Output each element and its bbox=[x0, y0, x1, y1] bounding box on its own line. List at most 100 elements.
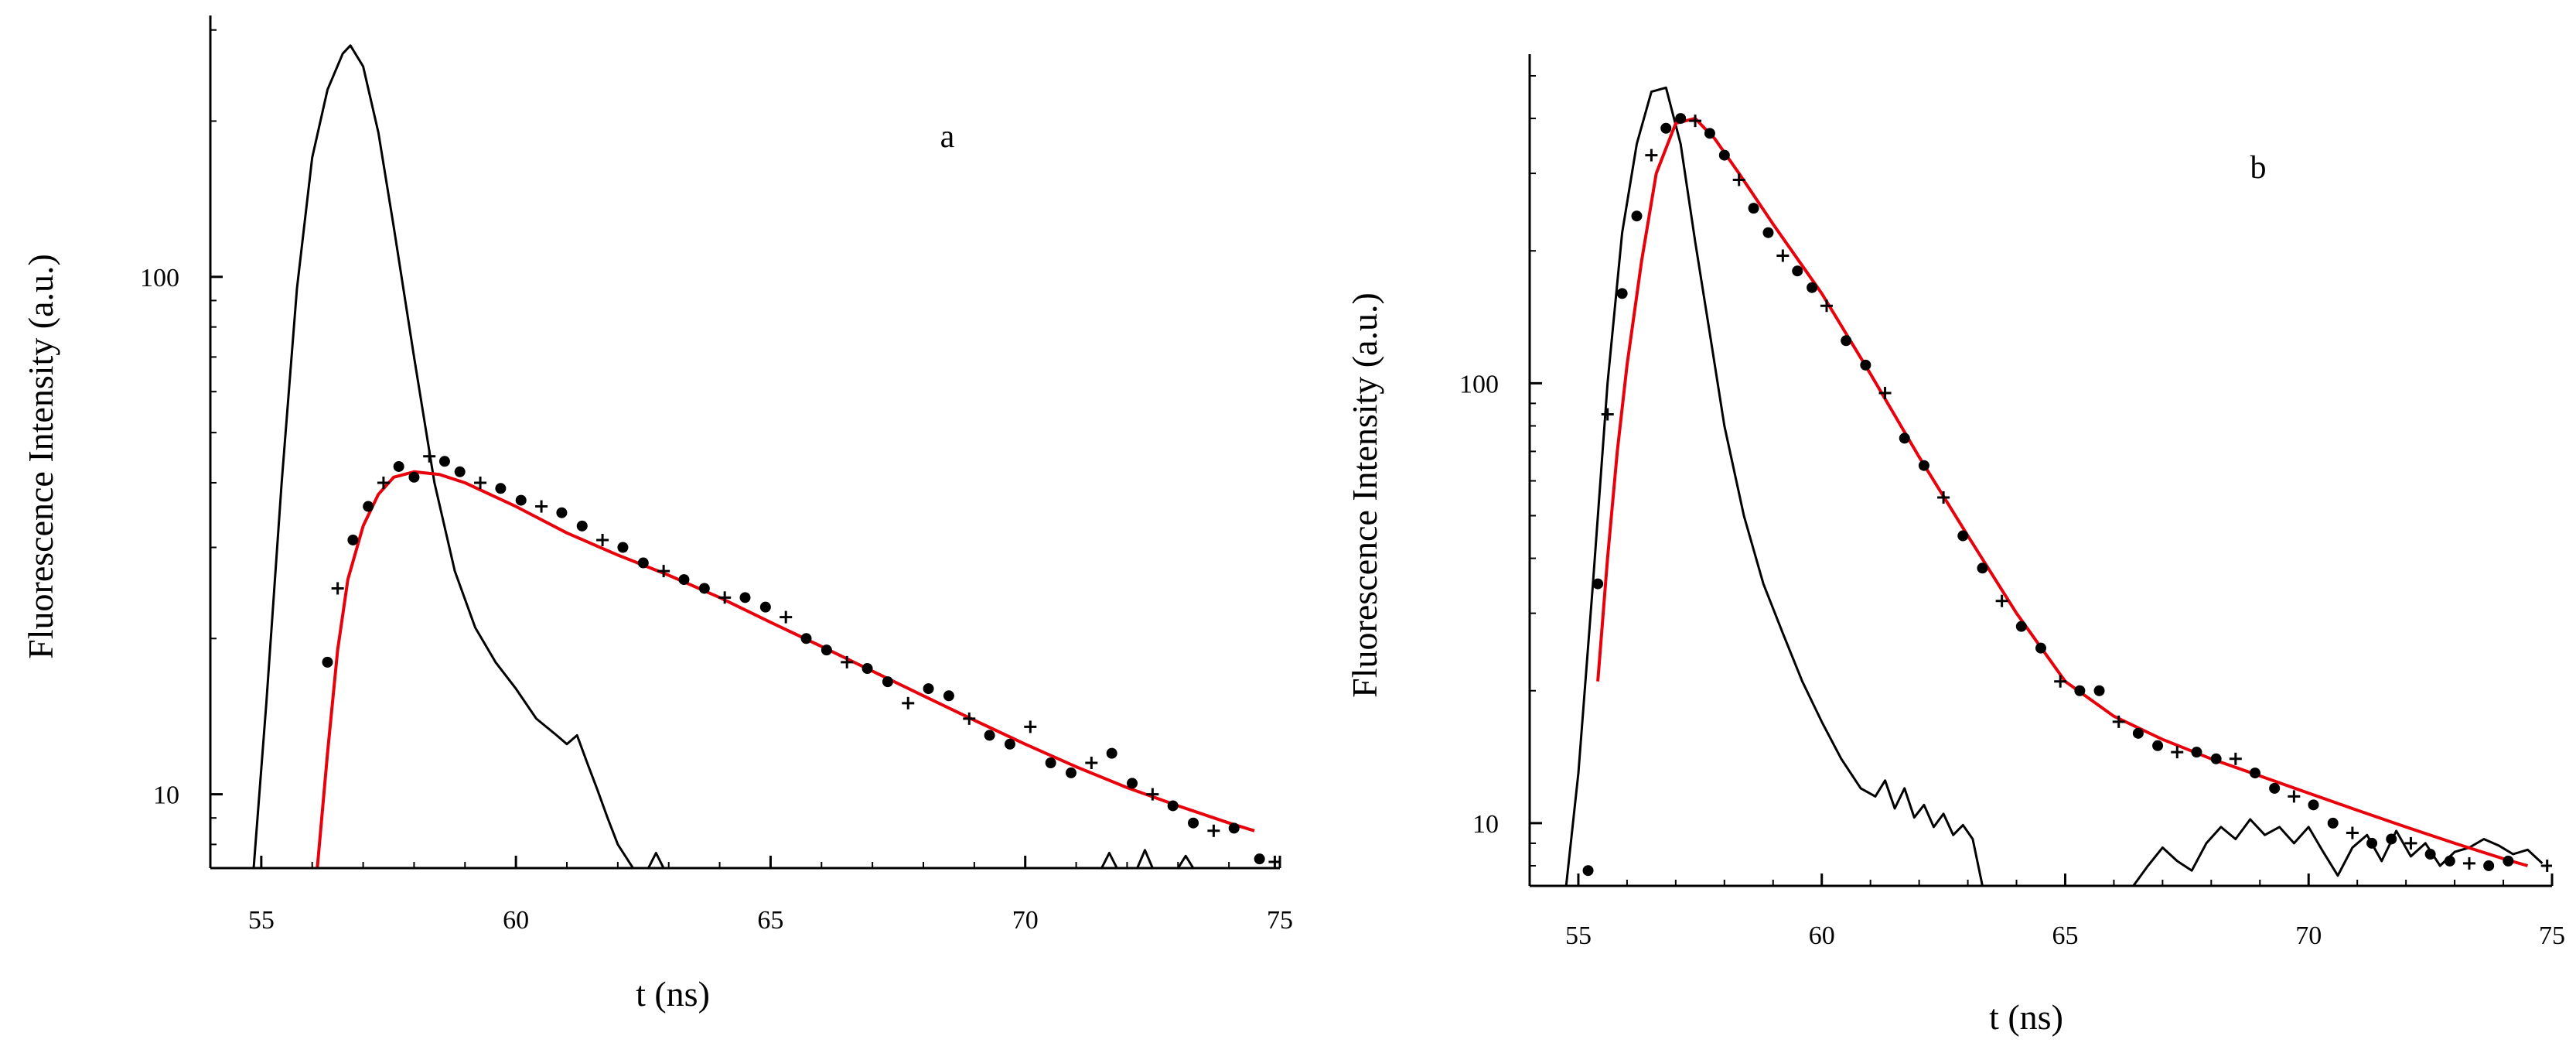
panel-a-y-ticks: 10 100 bbox=[140, 29, 223, 846]
panel-a-x-tick-label: 75 bbox=[1267, 906, 1293, 935]
panel-b-chart: 55 60 65 70 75 10 100 t (ns) Fluorescence Int… bbox=[1345, 54, 2565, 1037]
panel-a-data-point bbox=[347, 534, 359, 545]
panel-a-data-point bbox=[1146, 788, 1159, 801]
panel-a-data-point bbox=[377, 476, 390, 489]
panel-a-x-tick-label: 55 bbox=[248, 906, 275, 935]
panel-a-data-point bbox=[617, 542, 629, 553]
panel-b-plot-area bbox=[1564, 86, 2552, 886]
panel-b-data-point bbox=[2483, 860, 2495, 871]
panel-a-data-point bbox=[984, 730, 995, 741]
panel-b-data-point bbox=[1820, 299, 1834, 313]
panel-b-data-point bbox=[2229, 752, 2242, 765]
panel-a-data-point bbox=[495, 483, 507, 494]
panel-a-data-point bbox=[515, 494, 527, 506]
panel-a-y-tick-label: 10 bbox=[153, 781, 179, 810]
panel-a-data-point bbox=[474, 476, 487, 489]
panel-b-data-point bbox=[2288, 790, 2301, 803]
panel-b-data-point bbox=[1732, 173, 1745, 186]
panel-a-data-point bbox=[698, 583, 710, 594]
panel-b-x-tick-label: 65 bbox=[2052, 921, 2078, 950]
panel-a-data-point bbox=[535, 500, 548, 513]
panel-a-data-point bbox=[718, 591, 732, 604]
panel-a-data-point bbox=[576, 520, 588, 532]
panel-a-data-point bbox=[1065, 767, 1076, 778]
panel-b-x-tick-label: 75 bbox=[2539, 921, 2565, 950]
panel-b-data-point bbox=[2404, 836, 2417, 850]
panel-b-x-tick-label: 55 bbox=[1565, 921, 1592, 950]
panel-b-data-point bbox=[2054, 675, 2067, 688]
panel-a-x-tick-label: 65 bbox=[757, 906, 783, 935]
panel-b-x-ticks: 55 60 65 70 75 bbox=[1529, 874, 2565, 950]
panel-b-data-point bbox=[1762, 227, 1774, 238]
panel-a-instrument-response-line bbox=[252, 44, 634, 868]
panel-b-data-point bbox=[2074, 685, 2086, 696]
panel-a-data-point bbox=[438, 456, 450, 467]
panel-a-data-point bbox=[1167, 800, 1179, 812]
panel-b-data-point bbox=[1592, 578, 1604, 590]
panel-b-data-point bbox=[1718, 149, 1730, 161]
panel-a-data-point bbox=[963, 712, 976, 725]
panel-a-data-point bbox=[408, 471, 420, 483]
panel-a-data-point bbox=[363, 501, 374, 512]
panel-b-data-point bbox=[1957, 530, 1969, 542]
panel-b-y-axis-title: Fluorescence Intensity (a.u.) bbox=[1345, 292, 1384, 698]
panel-b-data-point bbox=[1807, 282, 1818, 293]
panel-a-x-tick-label: 60 bbox=[503, 906, 529, 935]
panel-a-y-axis-title: Fluorescence Intensity (a.u.) bbox=[21, 254, 60, 659]
panel-b-data-point bbox=[1918, 460, 1929, 471]
panel-a-label: a bbox=[940, 119, 955, 155]
panel-b-data-point bbox=[2386, 833, 2397, 845]
panel-b-data-point bbox=[2366, 837, 2378, 849]
panel-b-y-ticks: 10 100 bbox=[1459, 74, 1542, 867]
panel-a-data-point bbox=[882, 676, 893, 688]
panel-b-data-point bbox=[1995, 594, 2008, 607]
panel-b-data-point bbox=[1937, 491, 1950, 504]
panel-a-data-point bbox=[454, 466, 466, 477]
panel-b-data-point bbox=[1860, 359, 1871, 371]
panel-b-data-point bbox=[2210, 753, 2222, 764]
panel-b-data-point bbox=[1675, 113, 1687, 125]
panel-a-data-point bbox=[322, 656, 333, 668]
panel-b-data-point bbox=[2269, 782, 2281, 794]
panel-a-data-point bbox=[331, 582, 344, 595]
panel-b-data-point bbox=[1792, 265, 1803, 277]
panel-a-x-tick-label: 70 bbox=[1012, 906, 1039, 935]
panel-b-data-point bbox=[2152, 740, 2164, 751]
panel-a-data-point bbox=[923, 683, 934, 695]
panel-a-data-point bbox=[1254, 853, 1265, 865]
panel-b-data-point bbox=[2035, 642, 2046, 654]
panel-b-data-point bbox=[1660, 122, 1672, 134]
panel-b-data-point bbox=[1704, 128, 1715, 139]
panel-b-data-point bbox=[1645, 149, 1658, 162]
panel-a-data-point bbox=[780, 610, 793, 624]
panel-b-data-point bbox=[1582, 865, 1594, 877]
panel-b-y-tick-label: 100 bbox=[1459, 370, 1499, 398]
panel-b-x-tick-label: 70 bbox=[2295, 921, 2322, 950]
panel-b-y-tick-label: 10 bbox=[1472, 810, 1499, 839]
panel-b-data-point bbox=[1631, 210, 1643, 222]
panel-a-data-point bbox=[1207, 824, 1220, 837]
panel-a-data-point bbox=[1085, 756, 1098, 769]
panel-a-data-point bbox=[841, 655, 854, 668]
panel-a-data-point bbox=[902, 696, 915, 709]
panel-b-data-point bbox=[2327, 817, 2339, 829]
panel-a-y-tick-label: 100 bbox=[140, 264, 179, 292]
panel-b-data-point bbox=[1776, 249, 1790, 262]
panel-b-data-point bbox=[1689, 115, 1702, 128]
panel-b-data-point bbox=[2503, 855, 2514, 867]
panel-b-data-point bbox=[2308, 799, 2319, 811]
panel-a-data-point bbox=[393, 460, 404, 472]
panel-a-data-point bbox=[1228, 822, 1240, 834]
panel-a-chart: 55 60 65 70 75 10 100 t (ns) Fluorescence Int… bbox=[21, 15, 1293, 1014]
panel-b-data-point bbox=[2132, 727, 2144, 739]
panel-a-data-point bbox=[862, 663, 873, 675]
panel-b-data-point bbox=[2424, 849, 2436, 860]
panel-a-instrument-response-tail-line bbox=[647, 849, 1195, 868]
panel-b-data-point bbox=[2346, 826, 2359, 839]
panel-b-fit-line bbox=[1596, 117, 2529, 867]
panel-a-data-point bbox=[556, 507, 568, 518]
panel-b-data-point bbox=[2015, 621, 2027, 632]
panel-b-data-point bbox=[2540, 859, 2552, 872]
panel-b-data-point bbox=[2249, 768, 2260, 779]
panel-b-data-point bbox=[2112, 715, 2125, 728]
